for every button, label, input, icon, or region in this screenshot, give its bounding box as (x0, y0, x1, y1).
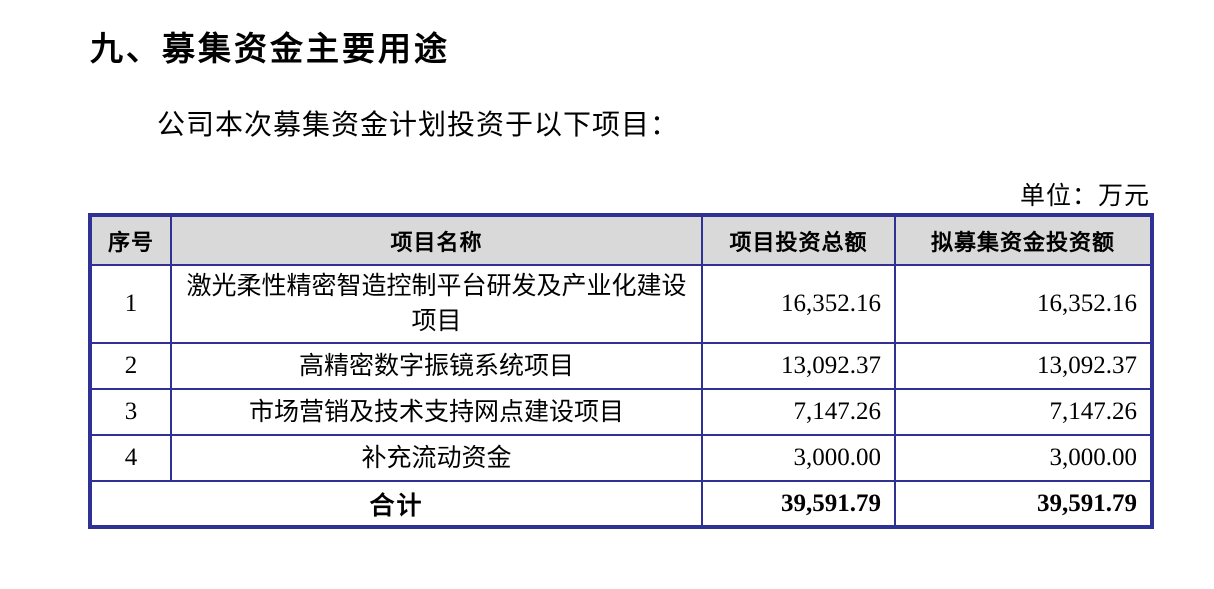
table-row: 2 高精密数字振镜系统项目 13,092.37 13,092.37 (89, 342, 1153, 390)
table-row: 4 补充流动资金 3,000.00 3,000.00 (89, 434, 1153, 482)
row-total-investment: 13,092.37 (701, 342, 896, 390)
row-project-name: 激光柔性精密智造控制平台研发及产业化建设项目 (170, 264, 703, 344)
row-project-name: 市场营销及技术支持网点建设项目 (170, 388, 703, 436)
total-raised-investment: 39,591.79 (894, 480, 1153, 528)
row-no: 3 (89, 388, 172, 436)
column-header-project-name: 项目名称 (170, 214, 703, 266)
intro-paragraph: 公司本次募集资金计划投资于以下项目： (157, 110, 680, 141)
row-no: 1 (89, 264, 172, 344)
table-total-row: 合计 39,591.79 39,591.79 (89, 480, 1153, 528)
row-project-name: 补充流动资金 (170, 434, 703, 482)
row-total-investment: 3,000.00 (701, 434, 896, 482)
fund-usage-table-container: 序号 项目名称 项目投资总额 拟募集资金投资额 1 激光柔性精密智造控制平台研发… (88, 213, 1154, 529)
table-row: 3 市场营销及技术支持网点建设项目 7,147.26 7,147.26 (89, 388, 1153, 436)
page-title: 九、募集资金主要用途 (90, 30, 450, 67)
row-raised-investment: 13,092.37 (894, 342, 1153, 390)
unit-label: 单位：万元 (1019, 183, 1150, 210)
row-total-investment: 7,147.26 (701, 388, 896, 436)
row-raised-investment: 3,000.00 (894, 434, 1153, 482)
row-no: 4 (89, 434, 172, 482)
row-raised-investment: 16,352.16 (894, 264, 1153, 344)
table-row: 1 激光柔性精密智造控制平台研发及产业化建设项目 16,352.16 16,35… (89, 264, 1153, 344)
table-header-row: 序号 项目名称 项目投资总额 拟募集资金投资额 (89, 214, 1153, 266)
row-no: 2 (89, 342, 172, 390)
row-raised-investment: 7,147.26 (894, 388, 1153, 436)
row-project-name: 高精密数字振镜系统项目 (170, 342, 703, 390)
column-header-total-investment: 项目投资总额 (701, 214, 896, 266)
row-total-investment: 16,352.16 (701, 264, 896, 344)
column-header-raised-investment: 拟募集资金投资额 (894, 214, 1153, 266)
total-label: 合计 (89, 480, 703, 528)
column-header-no: 序号 (89, 214, 172, 266)
fund-usage-table: 序号 项目名称 项目投资总额 拟募集资金投资额 1 激光柔性精密智造控制平台研发… (88, 213, 1154, 529)
total-total-investment: 39,591.79 (701, 480, 896, 528)
